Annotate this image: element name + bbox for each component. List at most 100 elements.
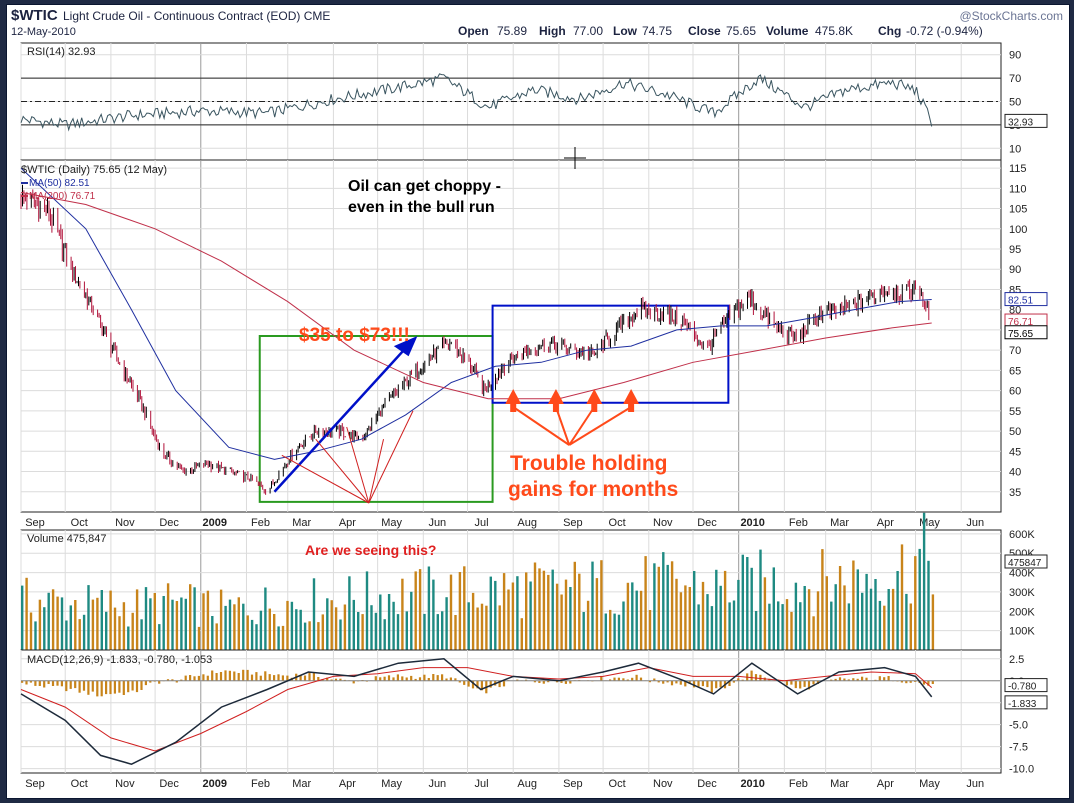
volume-bar <box>282 626 284 650</box>
volume-bar <box>105 612 107 650</box>
volume-bar <box>821 549 823 650</box>
volume-bar <box>335 607 337 650</box>
macd-month-label: Apr <box>877 778 894 790</box>
macd-histogram-bar <box>43 681 45 688</box>
volume-bar <box>786 599 788 650</box>
price-tick-label: 65 <box>1009 365 1021 377</box>
volume-bar <box>207 591 209 650</box>
volume-bar <box>923 513 925 650</box>
volume-bar <box>870 589 872 650</box>
volume-bar <box>919 549 921 650</box>
macd-month-label: Feb <box>251 778 270 790</box>
price-month-label: Feb <box>789 517 808 529</box>
price-tick-label: 90 <box>1009 264 1021 276</box>
volume-bar <box>193 587 195 650</box>
macd-histogram-bar <box>812 681 814 685</box>
macd-histogram-bar <box>145 681 147 685</box>
macd-histogram-bar <box>61 681 63 687</box>
macd-month-label: Dec <box>697 778 717 790</box>
volume-bar <box>326 598 328 650</box>
volume-bar <box>896 571 898 650</box>
chart-date: 12-May-2010 <box>11 26 76 38</box>
volume-bar <box>636 591 638 650</box>
annotation-trouble-1: Trouble holding <box>510 452 667 475</box>
volume-bar <box>198 627 200 650</box>
macd-histogram-bar <box>375 676 377 681</box>
price-tick-label: 115 <box>1009 163 1027 175</box>
volume-bar <box>560 595 562 651</box>
chart-frame: $WTIC Light Crude Oil - Continuous Contr… <box>6 4 1070 799</box>
volume-tick-label: 400K <box>1009 568 1035 580</box>
volume-bar <box>600 560 602 650</box>
volume-bar <box>684 585 686 650</box>
volume-bar <box>675 579 677 650</box>
volume-bar <box>216 623 218 650</box>
macd-histogram-bar <box>39 681 41 686</box>
volume-bar <box>910 604 912 651</box>
volume-bar <box>238 597 240 650</box>
macd-histogram-bar <box>706 681 708 687</box>
macd-histogram-bar <box>127 681 129 692</box>
volume-bar <box>180 598 182 651</box>
macd-histogram-bar <box>308 672 310 681</box>
rsi-tick-label: 90 <box>1009 50 1021 62</box>
volume-bar <box>711 606 713 650</box>
volume-bar <box>799 602 801 650</box>
annotation-rally: $35 to $73!!! <box>299 325 410 346</box>
macd-histogram-bar <box>799 681 801 689</box>
volume-bar <box>154 593 156 650</box>
macd-histogram-bar <box>65 681 67 691</box>
volume-bar <box>578 574 580 650</box>
price-tick-label: 50 <box>1009 426 1021 438</box>
volume-bar <box>525 572 527 650</box>
volume-bar <box>432 580 434 650</box>
price-month-label: Apr <box>877 517 894 529</box>
volume-bar <box>158 624 160 650</box>
macd-histogram-bar <box>25 681 27 685</box>
volume-bar <box>43 607 45 650</box>
volume-bar <box>759 550 761 650</box>
price-tick-label: 35 <box>1009 487 1021 499</box>
macd-histogram-bar <box>193 676 195 681</box>
volume-bar <box>87 585 89 650</box>
price-tick-label: 60 <box>1009 386 1021 398</box>
ma50-legend: MA(50) 82.51 <box>29 178 90 189</box>
stock-chart: $WTIC Light Crude Oil - Continuous Contr… <box>7 5 1069 798</box>
volume-bar <box>339 620 341 651</box>
price-month-label: Mar <box>292 517 311 529</box>
macd-histogram-bar <box>879 676 881 681</box>
volume-bar <box>132 613 134 650</box>
volume-bar <box>512 583 514 651</box>
price-month-label: Mar <box>830 517 849 529</box>
volume-bar <box>516 576 518 650</box>
volume-bar <box>812 616 814 650</box>
macd-histogram-bar <box>56 681 58 686</box>
price-tick-label: 95 <box>1009 244 1021 256</box>
ma50-current-value: 82.51 <box>1008 296 1033 307</box>
volume-bar <box>401 579 403 650</box>
macd-histogram-bar <box>140 681 142 690</box>
volume-bar <box>538 568 540 650</box>
price-month-label: 2009 <box>203 517 227 529</box>
volume-bar <box>826 576 828 650</box>
macd-histogram-bar <box>189 675 191 681</box>
volume-bar <box>163 596 165 650</box>
macd-histogram-bar <box>238 673 240 681</box>
volume-bar <box>344 605 346 651</box>
macd-histogram-bar <box>755 674 757 681</box>
volume-bar <box>313 578 315 650</box>
volume-bar <box>255 624 257 650</box>
macd-histogram-bar <box>96 681 98 697</box>
macd-month-label: Jun <box>966 778 984 790</box>
macd-histogram-bar <box>224 670 226 680</box>
volume-bar <box>927 561 929 650</box>
price-month-label: May <box>919 517 940 529</box>
volume-bar <box>39 600 41 650</box>
price-month-label: Sep <box>563 517 583 529</box>
volume-bar <box>583 612 585 650</box>
macd-histogram-bar <box>304 676 306 681</box>
volume-bar <box>494 581 496 650</box>
macd-histogram-bar <box>277 674 279 680</box>
volume-bar <box>764 577 766 650</box>
volume-bar <box>114 608 116 650</box>
